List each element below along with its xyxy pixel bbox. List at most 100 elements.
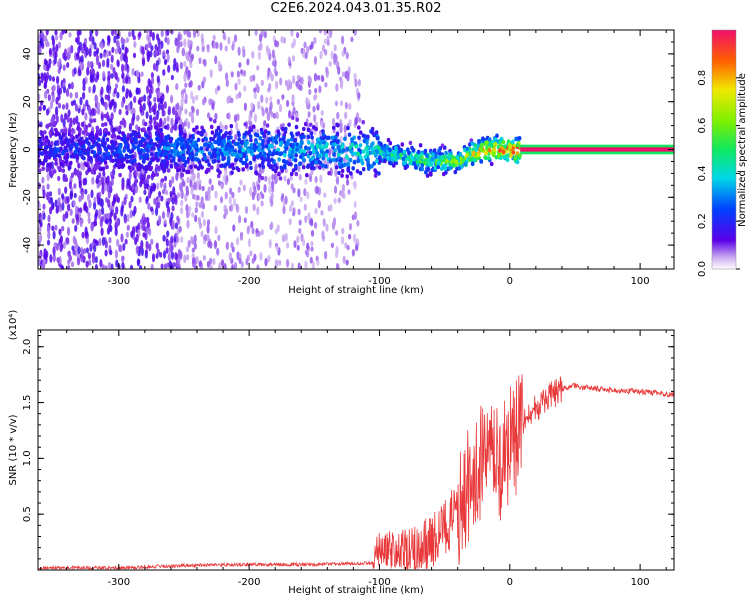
noise-speckle: [235, 93, 239, 100]
noise-speckle: [335, 230, 339, 236]
band-point: [122, 156, 127, 161]
band-point: [340, 144, 345, 149]
band-point: [171, 125, 176, 130]
band-point: [415, 160, 420, 165]
band-point: [399, 152, 403, 158]
band-point: [442, 171, 446, 177]
band-point: [206, 167, 211, 173]
band-point: [118, 149, 122, 154]
noise-speckle: [42, 189, 46, 199]
band-point: [425, 173, 430, 178]
noise-speckle: [121, 181, 125, 188]
noise-speckle: [263, 120, 267, 127]
band-point: [209, 117, 213, 122]
noise-speckle: [41, 176, 45, 184]
noise-speckle: [156, 33, 160, 41]
x-tick-label: 100: [631, 276, 650, 287]
noise-speckle: [185, 204, 189, 213]
band-point: [53, 141, 58, 147]
noise-speckle: [149, 30, 153, 38]
band-point: [249, 149, 253, 154]
noise-speckle: [297, 164, 301, 173]
noise-speckle: [237, 46, 241, 56]
noise-speckle: [68, 180, 72, 190]
noise-speckle: [90, 189, 94, 199]
noise-speckle: [320, 120, 324, 128]
band-point: [77, 147, 81, 152]
band-point: [420, 166, 425, 172]
band-point: [358, 130, 363, 135]
band-point: [160, 178, 165, 183]
band-point: [418, 143, 423, 148]
noise-speckle: [341, 71, 345, 78]
noise-speckle: [296, 244, 300, 251]
noise-speckle: [107, 35, 111, 43]
colorbar-tick-label: 0.8: [697, 70, 708, 86]
noise-speckle: [69, 92, 73, 99]
noise-speckle: [306, 242, 310, 251]
noise-speckle: [155, 163, 159, 170]
noise-speckle: [348, 119, 352, 127]
noise-speckle: [297, 262, 301, 269]
band-point: [188, 154, 193, 160]
band-point: [294, 171, 299, 177]
noise-speckle: [38, 233, 43, 243]
noise-speckle: [177, 41, 181, 50]
noise-speckle: [38, 105, 42, 112]
noise-speckle: [155, 242, 159, 250]
noise-speckle: [207, 112, 211, 119]
band-point: [115, 149, 120, 154]
noise-speckle: [202, 76, 207, 84]
band-point: [160, 132, 164, 137]
noise-speckle: [180, 93, 185, 103]
band-point: [116, 135, 121, 140]
noise-speckle: [94, 256, 98, 264]
colorbar-tick-label: 0.2: [697, 213, 708, 229]
snr-panel: -300 -200 -100 0 100 0.51.01.52.0 Height of …: [8, 310, 675, 596]
band-point: [44, 155, 48, 160]
band-point: [130, 148, 134, 154]
band-point: [479, 159, 483, 164]
x-tick-label: -200: [238, 577, 261, 588]
noise-speckle: [145, 240, 149, 250]
noise-speckle: [76, 214, 80, 222]
band-point: [53, 121, 58, 126]
spectrogram-y-axis-label: Frequency (Hz): [8, 112, 19, 188]
noise-speckle: [98, 213, 102, 220]
noise-speckle: [151, 76, 155, 85]
band-point: [114, 158, 118, 163]
band-point: [200, 149, 204, 155]
band-point: [306, 127, 311, 133]
noise-speckle: [170, 94, 174, 104]
band-point: [400, 142, 405, 147]
noise-speckle: [206, 260, 210, 268]
noise-speckle: [335, 176, 340, 185]
band-point: [41, 161, 45, 166]
band-point: [365, 140, 369, 145]
noise-speckle: [230, 242, 234, 249]
colorbar-tick-label: 0.4: [697, 165, 708, 181]
band-point: [363, 154, 368, 159]
band-point: [40, 141, 44, 147]
noise-speckle: [76, 52, 80, 59]
noise-speckle: [148, 42, 152, 49]
band-point: [396, 155, 401, 160]
noise-speckle: [253, 253, 257, 262]
band-point: [383, 158, 387, 164]
band-point: [48, 130, 53, 136]
noise-speckle: [194, 206, 198, 214]
band-point: [87, 141, 91, 146]
noise-speckle: [49, 100, 54, 109]
band-point: [142, 148, 146, 154]
noise-speckle: [236, 204, 240, 214]
band-point: [484, 150, 489, 156]
band-point: [356, 158, 361, 164]
band-point: [90, 149, 95, 154]
band-point: [388, 141, 393, 146]
band-point: [54, 132, 58, 137]
band-point: [471, 150, 476, 156]
noise-speckle: [64, 112, 68, 120]
noise-speckle: [135, 87, 140, 95]
band-point: [443, 155, 447, 160]
band-point: [225, 145, 230, 151]
